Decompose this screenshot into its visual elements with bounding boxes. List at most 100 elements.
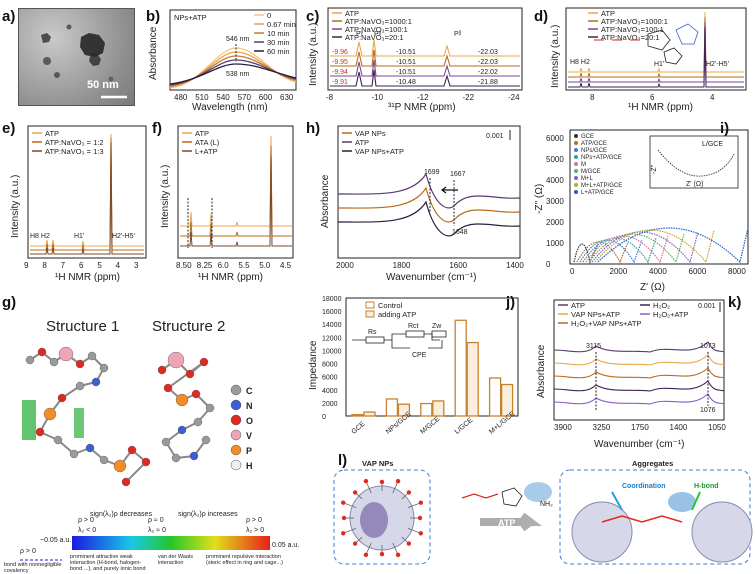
vap-ligand-dot-2: [406, 541, 412, 546]
nci-sign-inc: sign(λ₂)ρ increases: [178, 511, 238, 518]
panel-f-trace-1: [180, 145, 292, 237]
structure-1-atom-9: [57, 393, 67, 403]
panel-e-tick-2: 7: [61, 261, 66, 270]
vap-ligand-dot-15: [418, 500, 424, 505]
nci-desc-attract: prominent attractive weak interaction (H…: [70, 554, 146, 572]
structure-1-atom-1: [37, 347, 47, 357]
aggregates-box: [559, 469, 751, 565]
atom-legend-label-h: H: [246, 461, 253, 471]
atp-arrow-label: ATP: [498, 518, 515, 528]
equivalent-circuit: [352, 330, 447, 349]
circuit-cpe: CPE: [412, 352, 427, 359]
panel-c-trace-1: [330, 49, 520, 67]
panel-c-mid-val-0: -10.51: [396, 49, 416, 56]
panel-f-tick-4: 5.0: [259, 261, 271, 270]
panel-h-legend-label-2: VAP NPs+ATP: [355, 147, 404, 156]
atom-legend-ball-o: [230, 414, 242, 426]
panel-h-trace-0: [337, 186, 521, 223]
panel-f-tick-1: 8.25: [197, 261, 213, 270]
panel-f-tick-0: 8.50: [176, 261, 192, 270]
panel-e-tick-0: 9: [24, 261, 29, 270]
structure-1-atom-10: [43, 407, 57, 421]
panel-label-h: h): [306, 120, 321, 137]
panel-d-peak-h8h2: H8 H2: [570, 59, 590, 66]
panel-j-legend-swatch-0: [365, 301, 375, 309]
panel-b-legend-label-1: 0.67 min: [267, 20, 296, 29]
vap-ligand-chain-15: [407, 503, 420, 509]
panel-i-arcs: [573, 227, 749, 264]
panel-i-legend-label-2: NPs/GCE: [581, 148, 607, 154]
panel-c-peak-b: Pᵝ: [454, 31, 462, 38]
panel-j-ytick-3: 6000: [322, 375, 338, 382]
vap-ligand-chain-6: [356, 536, 363, 543]
circuit-rs: Rs: [368, 329, 377, 336]
panel-k-tick-4: 1050: [708, 423, 726, 432]
panel-b-annot-bottom: 538 nm: [226, 71, 250, 78]
panel-i-legend-marker-5: [574, 169, 578, 173]
panel-i-tick-4: 8000: [728, 267, 746, 276]
panel-c-mid-val-1: -10.51: [396, 59, 416, 66]
panel-f-legend-label-2: L+ATP: [195, 147, 218, 156]
atom-legend-ball-c: [230, 384, 242, 396]
panel-label-e: e): [2, 120, 16, 137]
structure-1-atom-0: [25, 355, 35, 365]
panel-f-traces: [180, 135, 292, 248]
panel-d-peak-h2h5: H2'-H5': [706, 61, 729, 68]
panel-h-annot-1667: 1667: [450, 171, 466, 178]
panel-k-trace-2: [553, 367, 725, 379]
panel-i-ytick-5: 5000: [546, 155, 564, 164]
panel-c-mid-val-2: -10.51: [396, 69, 416, 76]
aggregate-np-right: [691, 501, 753, 563]
panel-i-legend-label-5: M/GCE: [581, 169, 601, 175]
nci-desc-covalent: bond with nonnegligible covalency: [4, 562, 62, 574]
vap-ligand-chain-5: [366, 542, 372, 554]
nci-desc-repulsive: prominent repulsive interaction (steric …: [206, 554, 283, 566]
panel-k-legend-label-2: H₂O₂+VAP NPs+ATP: [571, 319, 641, 328]
panel-b-tick-4: 600: [259, 93, 273, 102]
panel-j-category-2: M/GCE: [419, 415, 441, 435]
panel-i-inset: [649, 135, 739, 189]
vap-ligand-dot-14: [406, 490, 412, 495]
panel-c-xticks: -8 -10 -12 -22 -24: [326, 93, 520, 102]
panel-i-xlabel: Z' (Ω): [640, 282, 665, 293]
structure-1-atom-18: [141, 457, 151, 467]
hbond-label: H-bond: [694, 483, 719, 490]
panel-c-left-val-0: -9.96: [332, 49, 348, 56]
panel-i-yticks: 0 1000 2000 3000 4000 5000 6000: [546, 134, 564, 269]
structure-2-atom-12: [189, 451, 199, 461]
panel-f-xlabel: ¹H NMR (ppm): [198, 272, 263, 283]
circuit-zw: Zw: [432, 323, 442, 330]
panel-k-scale: 0.001: [698, 303, 716, 310]
panel-k-trace-1: [553, 354, 725, 366]
panel-f: f) Intensity (a.u.) ¹H NMR (ppm) ATP ATA …: [152, 118, 297, 283]
vap-nps-title: VAP NPs: [362, 459, 393, 468]
panel-k-tick-2: 1750: [631, 423, 649, 432]
vap-ligand-chain-7: [344, 527, 357, 533]
structure-2-atom-1: [167, 351, 185, 369]
panel-k: k) Absorbance Wavenumber (cm⁻¹) ATP VAP N…: [530, 290, 755, 450]
panel-c-tick-0: -8: [326, 93, 334, 102]
nci-sign-dec: sign(λ₂)ρ decreases: [90, 511, 152, 518]
panel-h: h) Absorbance Wavenumber (cm⁻¹) VAP NPs A…: [302, 118, 527, 283]
panel-h-legend-label-0: VAP NPs: [355, 129, 386, 138]
panel-label-i: i): [720, 120, 730, 137]
panel-i-legend-label-6: M+L: [581, 176, 594, 182]
panel-h-annot-1699: 1699: [424, 169, 440, 176]
panel-h-trace-1: [337, 172, 521, 209]
panel-e-chart: Intensity (a.u.) ¹H NMR (ppm) ATPATP:NaV…: [10, 125, 147, 283]
panel-i-arc-5: [588, 233, 685, 264]
panel-c-tick-3: -22: [463, 93, 475, 102]
panel-d-legend-label-2: ATP:NaVO₃=100:1: [601, 25, 664, 34]
panel-e-tick-5: 4: [116, 261, 121, 270]
panel-j-ylabel: Impedance: [308, 340, 319, 390]
panel-e-peak-h2h5: H2'-H5': [112, 233, 135, 240]
panel-j-bar-2-1: [432, 400, 445, 417]
panel-i-legend-marker-6: [574, 176, 578, 180]
structure-1-atom-6: [99, 363, 109, 373]
vap-np-ligands: [340, 478, 424, 558]
panel-e-traces: [30, 133, 144, 255]
panel-c-peak-g: Pᵞ: [356, 31, 364, 38]
